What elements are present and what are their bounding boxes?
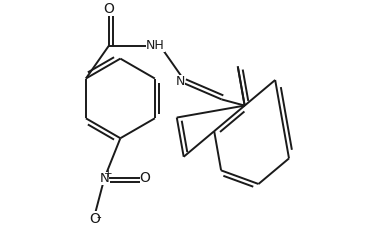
Text: O: O — [89, 212, 100, 225]
Text: N: N — [99, 171, 109, 184]
Text: O: O — [140, 171, 151, 185]
Text: -: - — [96, 211, 101, 224]
Text: N: N — [176, 75, 185, 88]
Text: NH: NH — [146, 39, 165, 52]
Text: +: + — [104, 169, 113, 179]
Text: O: O — [103, 2, 114, 16]
